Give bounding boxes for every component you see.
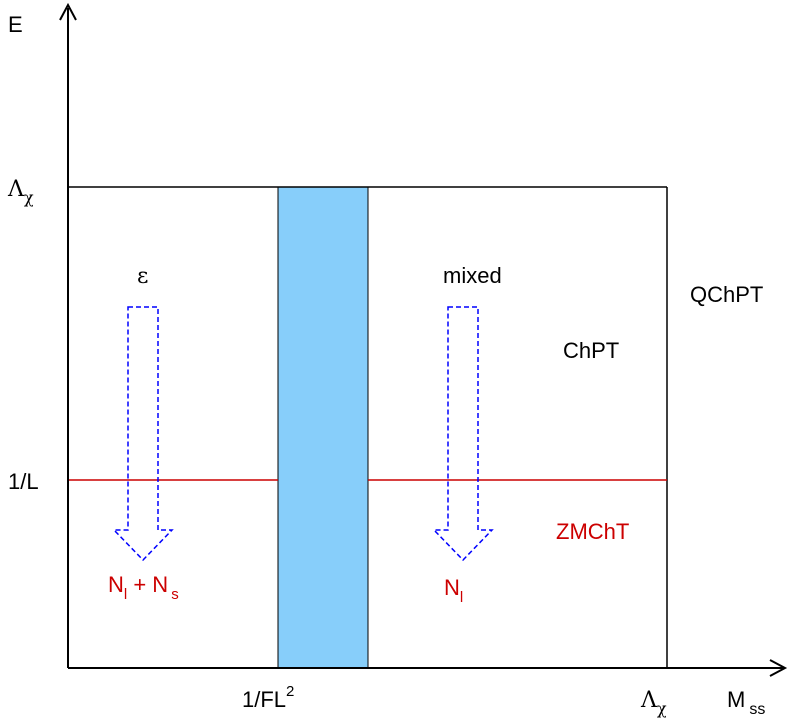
y-axis-label: E xyxy=(8,12,23,37)
left-down-arrow xyxy=(112,306,174,562)
left-arrow-label-epsilon: ε xyxy=(137,264,148,289)
shaded-band xyxy=(277,186,369,669)
region-label-qchpt: QChPT xyxy=(690,282,763,307)
right-arrow-result: Nl xyxy=(444,575,463,606)
x-axis-arrowhead xyxy=(769,659,788,677)
right-down-arrow xyxy=(432,306,494,562)
y-tick-one-over-L: 1/L xyxy=(8,469,39,494)
region-label-chpt: ChPT xyxy=(563,338,619,363)
x-tick-lambda: Λχ xyxy=(640,688,667,718)
y-axis-arrowhead xyxy=(59,2,77,21)
x-tick-band: 1/FL2 xyxy=(242,683,294,712)
right-arrow-label-mixed: mixed xyxy=(443,263,502,288)
region-label-zmcht: ZMChT xyxy=(556,519,629,544)
y-tick-lambda: Λχ xyxy=(7,177,34,207)
